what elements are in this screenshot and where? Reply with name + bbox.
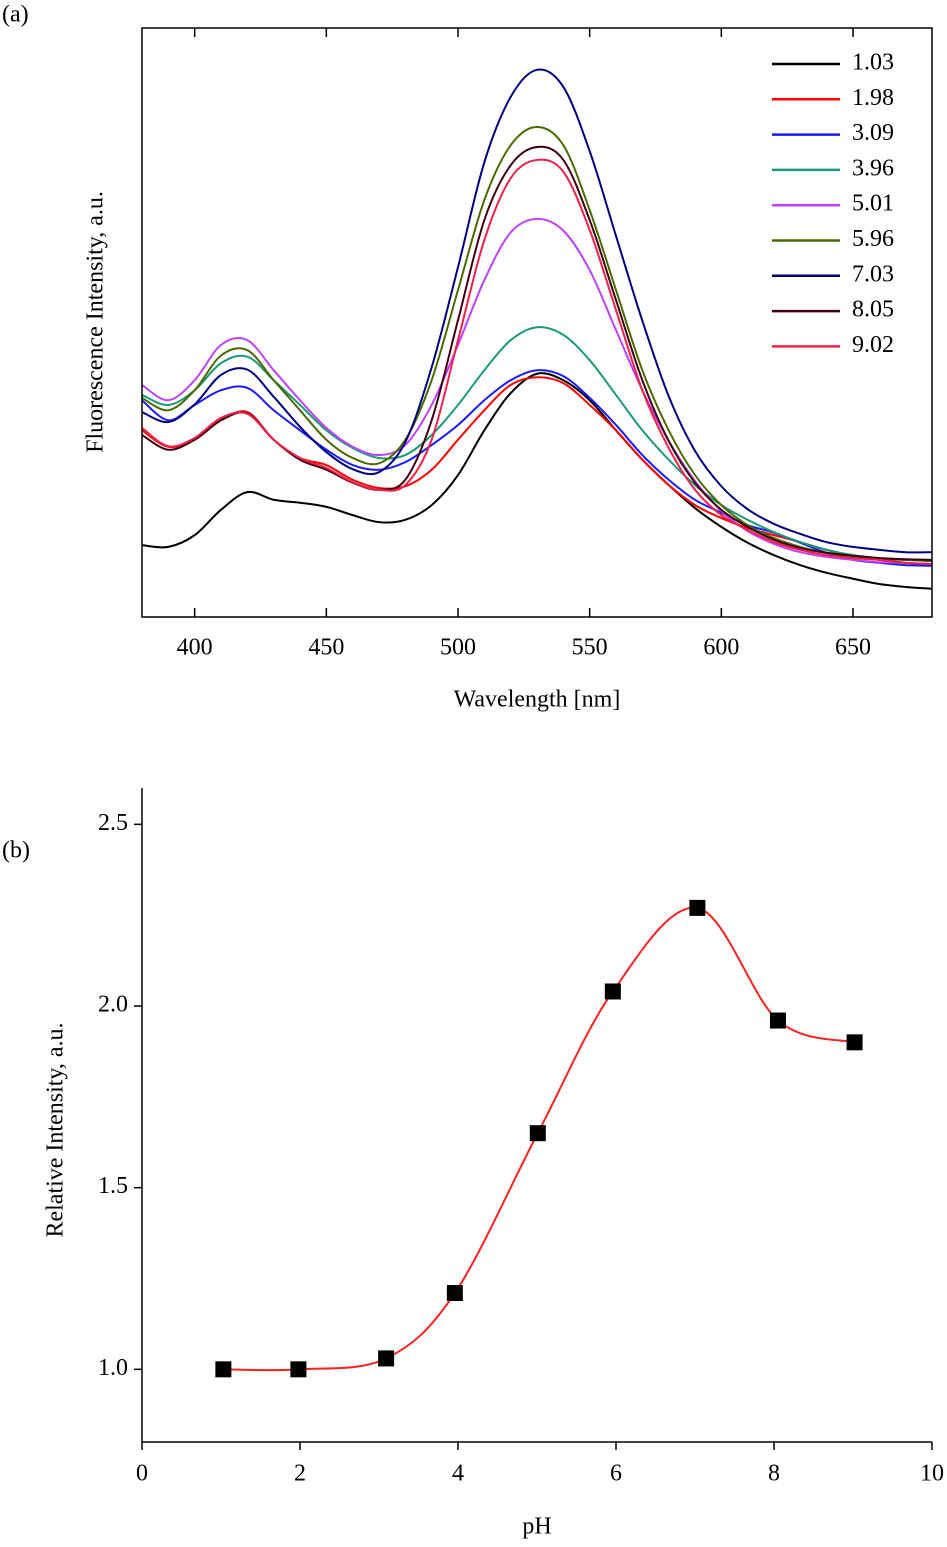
spectrum-line [141,217,933,565]
data-point [769,1012,786,1029]
legend-label: 9.02 [852,332,894,358]
y-tick-label: 2.5 [98,810,128,836]
spectrum-line [141,68,933,554]
x-axis-label: pH [522,1514,551,1540]
legend-label: 8.05 [852,297,894,323]
data-point [529,1125,546,1142]
data-point [446,1285,463,1302]
data-point [378,1350,395,1367]
plot-frame [141,27,933,618]
axes [141,788,932,1443]
spectrum-line [141,158,933,565]
x-tick-label: 2 [294,1461,306,1487]
fit-line [223,906,855,1372]
x-tick-label: 600 [703,635,739,661]
x-tick-label: 400 [177,635,213,661]
spectrum-line [141,369,933,567]
y-axis-label: Relative Intensity, a.u. [43,1022,69,1237]
legend-label: 3.09 [852,120,894,146]
data-point [290,1361,307,1378]
legend-label: 3.96 [852,155,894,181]
x-axis-label: Wavelength [nm] [454,687,621,713]
y-tick-label: 1.5 [98,1173,128,1199]
legend-label: 5.01 [852,191,894,217]
legend-label: 7.03 [852,261,894,287]
x-tick-label: 650 [835,635,871,661]
spectrum-line [141,372,933,590]
x-tick-label: 500 [440,635,476,661]
spectrum-line [141,376,933,567]
panel-label: (a) [2,2,29,28]
y-axis-label: Fluorescence Intensity, a.u. [83,191,109,453]
legend-label: 1.03 [852,50,894,76]
x-tick-label: 450 [308,635,344,661]
data-point [604,983,621,1000]
spectrum-line [141,125,933,563]
legend-label: 5.96 [852,226,894,252]
x-tick-label: 8 [768,1461,780,1487]
legend-label: 1.98 [852,85,894,111]
x-tick-label: 550 [572,635,608,661]
x-tick-label: 6 [610,1461,622,1487]
data-point [215,1361,232,1378]
panel-label: (b) [2,838,30,864]
x-tick-label: 0 [136,1461,148,1487]
x-tick-label: 10 [920,1461,944,1487]
y-tick-label: 2.0 [98,992,128,1018]
data-point [689,899,706,916]
y-tick-label: 1.0 [98,1355,128,1381]
data-point [846,1034,863,1051]
x-tick-label: 4 [452,1461,464,1487]
